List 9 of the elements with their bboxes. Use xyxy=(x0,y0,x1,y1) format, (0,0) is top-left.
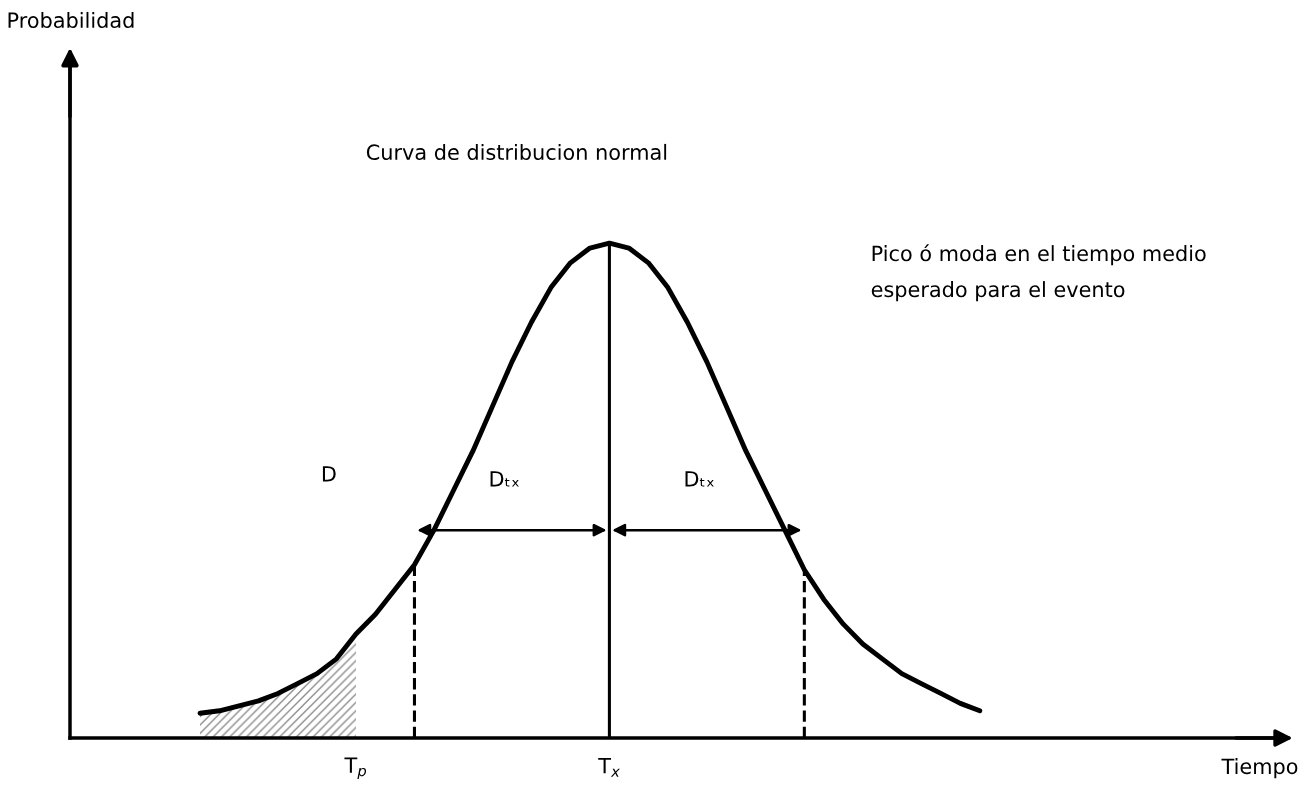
x-tick-label: T$_{x}$ xyxy=(598,758,620,777)
annotation: Pico ó moda en el tiempo medio esperado para el evento xyxy=(871,244,1206,302)
text: Tiempo xyxy=(1221,758,1298,779)
text: Probabilidad xyxy=(8,11,134,29)
text: Curva de distribucion normal xyxy=(366,143,667,161)
annotation: Dₜₓ xyxy=(490,471,519,487)
annotation: Dₜₓ xyxy=(685,471,714,487)
annotation: D xyxy=(322,466,336,482)
x-tick-label: T$_{p}$ xyxy=(344,757,367,780)
